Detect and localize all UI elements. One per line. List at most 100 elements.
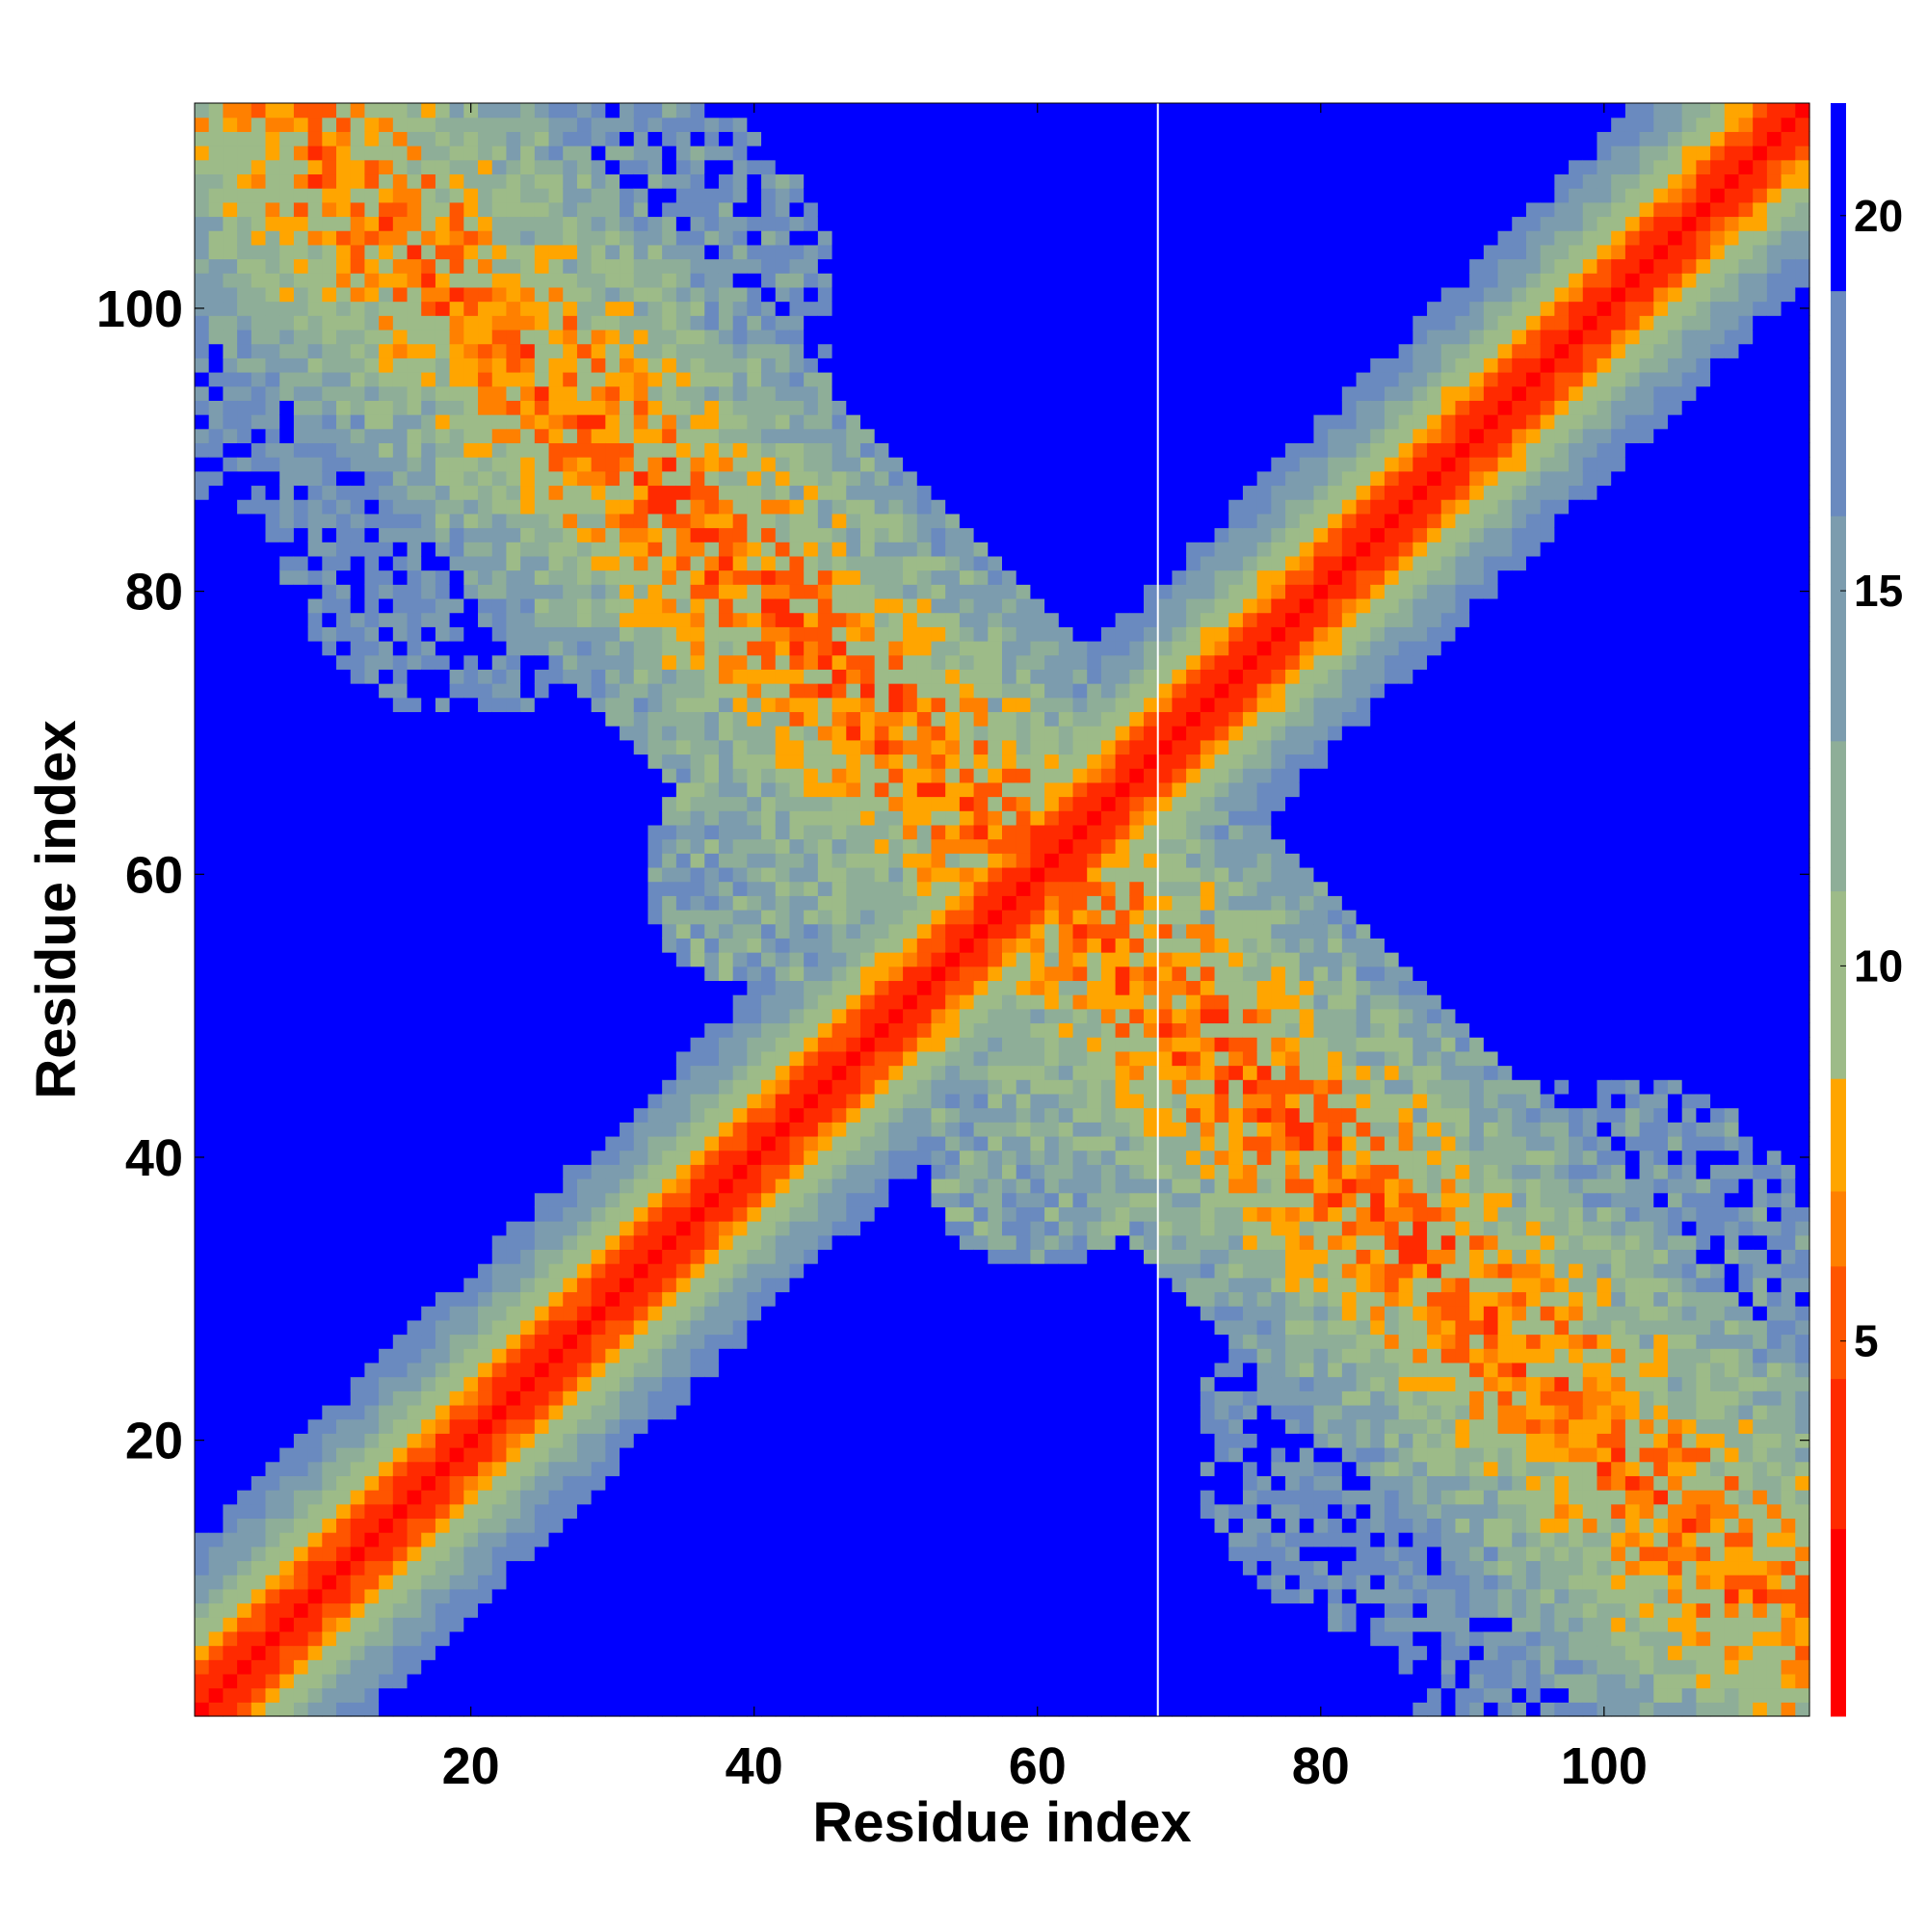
- heatmap-cell: [407, 1135, 422, 1151]
- heatmap-cell: [279, 258, 295, 274]
- heatmap-cell: [279, 952, 295, 967]
- heatmap-cell: [647, 923, 663, 939]
- heatmap-cell: [747, 555, 762, 571]
- heatmap-cell: [690, 1418, 705, 1434]
- heatmap-cell: [789, 1617, 805, 1632]
- heatmap-cell: [449, 357, 464, 373]
- heatmap-cell: [421, 1630, 436, 1647]
- heatmap-cell: [633, 754, 649, 769]
- heatmap-cell: [605, 103, 620, 119]
- heatmap-cell: [804, 1602, 819, 1618]
- heatmap-cell: [435, 711, 451, 727]
- heatmap-cell: [804, 414, 819, 430]
- heatmap-cell: [478, 853, 493, 868]
- heatmap-cell: [761, 1249, 777, 1264]
- heatmap-cell: [307, 768, 323, 783]
- heatmap-cell: [789, 1376, 805, 1391]
- heatmap-cell: [675, 1687, 692, 1703]
- heatmap-cell: [293, 1122, 309, 1137]
- heatmap-cell: [195, 768, 210, 783]
- heatmap-cell: [364, 1588, 380, 1604]
- heatmap-cell: [690, 1390, 705, 1406]
- heatmap-cell: [307, 711, 323, 727]
- heatmap-cell: [633, 258, 649, 274]
- heatmap-cell: [379, 442, 394, 458]
- heatmap-cell: [265, 372, 280, 387]
- heatmap-cell: [789, 385, 805, 401]
- heatmap-cell: [463, 612, 479, 627]
- heatmap-cell: [265, 131, 280, 146]
- heatmap-cell: [732, 1319, 748, 1336]
- heatmap-cell: [491, 569, 508, 585]
- heatmap-cell: [761, 329, 777, 345]
- heatmap-cell: [279, 103, 295, 119]
- heatmap-cell: [534, 414, 550, 430]
- heatmap-cell: [265, 499, 280, 515]
- heatmap-cell: [520, 1376, 536, 1391]
- heatmap-cell: [379, 499, 394, 515]
- heatmap-cell: [633, 1503, 649, 1520]
- heatmap-cell: [675, 1291, 692, 1307]
- heatmap-cell: [449, 542, 464, 557]
- heatmap-cell: [195, 357, 210, 373]
- heatmap-cell: [336, 1107, 352, 1123]
- heatmap-cell: [789, 414, 805, 430]
- heatmap-cell: [804, 866, 819, 883]
- heatmap-cell: [506, 1602, 521, 1618]
- heatmap-cell: [563, 1687, 578, 1703]
- heatmap-cell: [491, 1630, 508, 1647]
- heatmap-cell: [208, 244, 224, 260]
- heatmap-cell: [718, 1702, 734, 1717]
- heatmap-cell: [195, 542, 210, 557]
- heatmap-cell: [605, 923, 620, 939]
- heatmap-cell: [732, 683, 748, 699]
- heatmap-cell: [506, 173, 521, 189]
- heatmap-cell: [761, 1433, 777, 1448]
- heatmap-cell: [350, 499, 366, 515]
- heatmap-cell: [662, 1503, 677, 1520]
- heatmap-cell: [718, 542, 734, 557]
- heatmap-cell: [563, 527, 578, 543]
- heatmap-cell: [548, 457, 564, 472]
- heatmap-cell: [223, 1503, 238, 1520]
- heatmap-cell: [506, 1433, 521, 1448]
- heatmap-cell: [463, 1433, 479, 1448]
- heatmap-cell: [591, 216, 606, 231]
- heatmap-cell: [350, 216, 366, 231]
- heatmap-cell: [704, 1263, 720, 1279]
- heatmap-cell: [237, 286, 252, 303]
- heatmap-cell: [775, 286, 791, 303]
- heatmap-cell: [478, 966, 493, 982]
- heatmap-cell: [704, 626, 720, 642]
- heatmap-cell: [435, 1475, 451, 1491]
- heatmap-cell: [379, 1263, 394, 1279]
- heatmap-cell: [392, 1037, 409, 1052]
- heatmap-cell: [675, 895, 692, 911]
- heatmap-cell: [804, 1178, 819, 1194]
- heatmap-cell: [576, 697, 593, 713]
- heatmap-cell: [576, 1249, 593, 1264]
- heatmap-cell: [662, 400, 677, 415]
- heatmap-cell: [279, 343, 295, 358]
- heatmap-cell: [379, 796, 394, 811]
- heatmap-cell: [506, 838, 521, 854]
- heatmap-cell: [761, 1122, 777, 1137]
- heatmap-cell: [775, 1645, 791, 1660]
- heatmap-cell: [789, 357, 805, 373]
- heatmap-cell: [563, 457, 578, 472]
- heatmap-cell: [392, 1461, 409, 1476]
- heatmap-cell: [336, 230, 352, 246]
- heatmap-cell: [279, 1503, 295, 1520]
- heatmap-cell: [747, 117, 762, 132]
- heatmap-cell: [449, 1277, 464, 1293]
- heatmap-cell: [195, 1490, 210, 1505]
- heatmap-cell: [350, 669, 366, 684]
- heatmap-cell: [761, 542, 777, 557]
- heatmap-cell: [251, 244, 267, 260]
- heatmap-cell: [633, 286, 649, 303]
- heatmap-cell: [350, 754, 366, 769]
- heatmap-cell: [279, 1221, 295, 1236]
- heatmap-cell: [392, 372, 409, 387]
- heatmap-cell: [223, 824, 238, 840]
- heatmap-cell: [747, 1546, 762, 1562]
